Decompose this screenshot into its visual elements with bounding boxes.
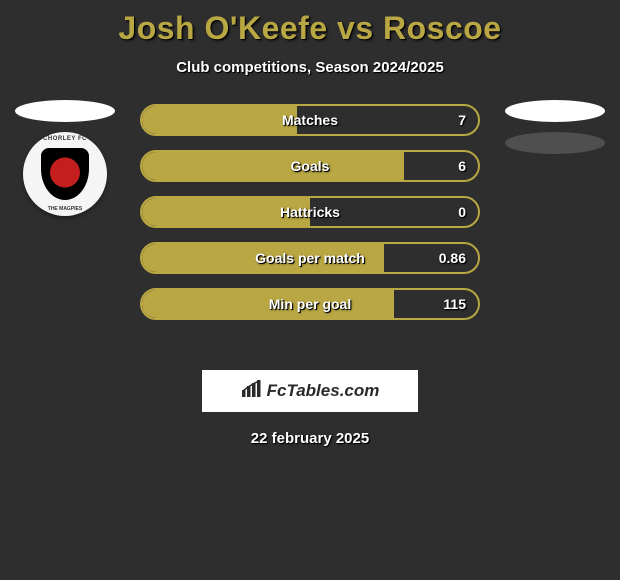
- player-left-col: CHORLEY FC THE MAGPIES: [10, 100, 120, 216]
- stat-bar: Hattricks 0: [140, 196, 480, 228]
- bar-chart-icon: [241, 380, 261, 403]
- stat-label: Matches: [282, 112, 338, 128]
- stat-bar-fill: [142, 152, 404, 180]
- stat-bar: Min per goal 115: [140, 288, 480, 320]
- stat-bar-fill: [142, 106, 297, 134]
- stat-bar: Goals per match 0.86: [140, 242, 480, 274]
- brand-text: FcTables.com: [267, 381, 380, 401]
- stat-bar: Goals 6: [140, 150, 480, 182]
- stat-label: Goals: [291, 158, 330, 174]
- stats-region: CHORLEY FC THE MAGPIES Matches 7 Goals 6 Hat…: [0, 104, 620, 354]
- stat-value: 7: [458, 112, 466, 128]
- stat-label: Min per goal: [269, 296, 351, 312]
- player-right-col: [500, 100, 610, 164]
- crest-text-top: CHORLEY FC: [23, 136, 107, 142]
- stat-bar: Matches 7: [140, 104, 480, 136]
- comparison-card: Josh O'Keefe vs Roscoe Club competitions…: [0, 0, 620, 580]
- stat-bars: Matches 7 Goals 6 Hattricks 0 Goals per match 0…: [140, 104, 480, 334]
- stat-value: 6: [458, 158, 466, 174]
- stat-value: 115: [443, 296, 466, 312]
- date-label: 22 february 2025: [0, 430, 620, 447]
- page-title: Josh O'Keefe vs Roscoe: [0, 0, 620, 47]
- stat-label: Hattricks: [280, 204, 340, 220]
- player-right-oval-1: [505, 100, 605, 122]
- crest-text-bottom: THE MAGPIES: [23, 206, 107, 212]
- stat-value: 0.86: [439, 250, 466, 266]
- crest-rose-icon: [50, 158, 80, 188]
- stat-value: 0: [458, 204, 466, 220]
- club-crest-chorley: CHORLEY FC THE MAGPIES: [23, 132, 107, 216]
- brand-box[interactable]: FcTables.com: [202, 370, 418, 412]
- stat-label: Goals per match: [255, 250, 365, 266]
- player-left-oval-1: [15, 100, 115, 122]
- subtitle: Club competitions, Season 2024/2025: [0, 59, 620, 76]
- player-right-oval-2: [505, 132, 605, 154]
